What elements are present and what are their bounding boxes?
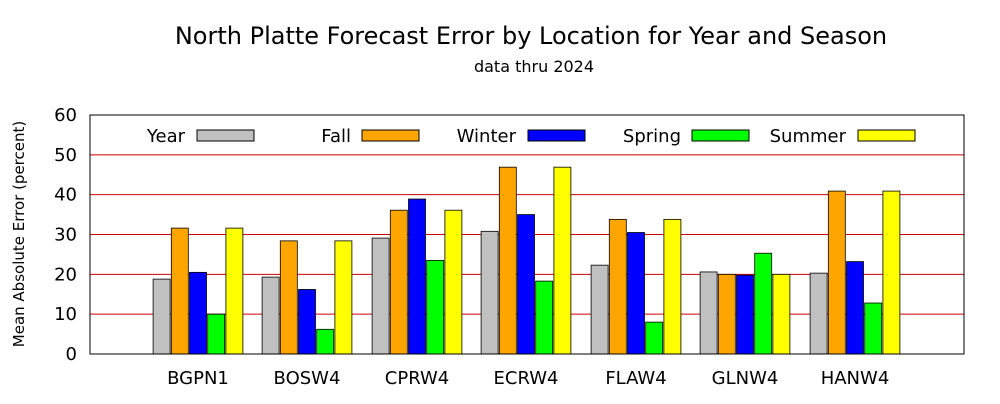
bar-fall-bgpn1 <box>170 227 189 355</box>
bar-spring-bosw4 <box>316 328 335 355</box>
legend-swatch <box>527 129 586 142</box>
bar-spring-flaw4 <box>645 321 664 355</box>
bar-year-glnw4 <box>699 271 718 355</box>
y-tick-label: 60 <box>54 105 77 126</box>
bar-summer-ecrw4 <box>553 166 572 355</box>
legend-label: Spring <box>623 126 681 147</box>
chart-title: North Platte Forecast Error by Location … <box>175 22 887 50</box>
bar-fall-cprw4 <box>389 209 408 355</box>
y-tick-label: 10 <box>54 304 77 325</box>
bar-year-hanw4 <box>809 272 828 355</box>
plot-area: 0 10 20 30 40 50 60 BGPN1 BOSW4 CPRW4 ECRW4 FLAW4 GL… <box>54 105 965 389</box>
bar-fall-ecrw4 <box>498 166 517 355</box>
bar-summer-bgpn1 <box>225 227 244 355</box>
bar-summer-flaw4 <box>663 218 682 355</box>
legend-label: Summer <box>770 126 847 147</box>
x-tick-label: BOSW4 <box>274 368 341 389</box>
y-tick-label: 40 <box>54 185 77 206</box>
bar-fall-bosw4 <box>279 240 298 355</box>
bar-summer-cprw4 <box>444 209 463 355</box>
bar-spring-bgpn1 <box>207 313 226 355</box>
bar-year-flaw4 <box>590 264 609 355</box>
bar-fall-flaw4 <box>608 218 627 355</box>
legend-swatch <box>196 129 255 142</box>
bar-summer-bosw4 <box>334 240 353 355</box>
bar-winter-cprw4 <box>408 198 426 355</box>
bar-winter-ecrw4 <box>517 214 535 355</box>
bar-spring-cprw4 <box>426 259 445 355</box>
bar-winter-hanw4 <box>846 261 864 355</box>
bar-year-ecrw4 <box>480 230 499 355</box>
bar-fall-glnw4 <box>717 273 736 355</box>
bar-winter-bgpn1 <box>189 271 207 355</box>
bar-winter-bosw4 <box>298 289 316 355</box>
legend-label: Winter <box>457 126 517 147</box>
bar-fall-hanw4 <box>827 190 846 355</box>
bar-summer-glnw4 <box>772 273 791 355</box>
y-axis-label: Mean Absolute Error (percent) <box>10 121 28 347</box>
bar-spring-glnw4 <box>754 252 773 355</box>
bar-summer-hanw4 <box>882 190 901 355</box>
x-tick-label: FLAW4 <box>605 368 666 389</box>
legend-swatch <box>691 129 750 142</box>
legend-label: Year <box>146 126 186 147</box>
x-tick-label: CPRW4 <box>385 368 449 389</box>
y-tick-label: 50 <box>54 145 77 166</box>
x-tick-label: BGPN1 <box>167 368 229 389</box>
y-tick-label: 0 <box>66 344 77 365</box>
bar-year-cprw4 <box>371 237 390 355</box>
chart-subtitle: data thru 2024 <box>474 57 594 76</box>
bar-winter-flaw4 <box>627 232 645 355</box>
y-tick-label: 20 <box>54 264 77 285</box>
bar-spring-hanw4 <box>864 302 883 355</box>
legend-label: Fall <box>321 126 351 147</box>
y-tick-label: 30 <box>54 225 77 246</box>
bar-year-bgpn1 <box>152 278 171 355</box>
legend-swatch <box>857 129 916 142</box>
x-tick-label: GLNW4 <box>712 368 779 389</box>
x-tick-label: HANW4 <box>821 368 890 389</box>
plot-frame <box>89 114 965 355</box>
bar-spring-ecrw4 <box>535 280 554 355</box>
x-tick-label: ECRW4 <box>494 368 559 389</box>
legend-swatch <box>361 129 420 142</box>
bar-year-bosw4 <box>261 276 280 355</box>
bar-winter-glnw4 <box>736 274 754 355</box>
